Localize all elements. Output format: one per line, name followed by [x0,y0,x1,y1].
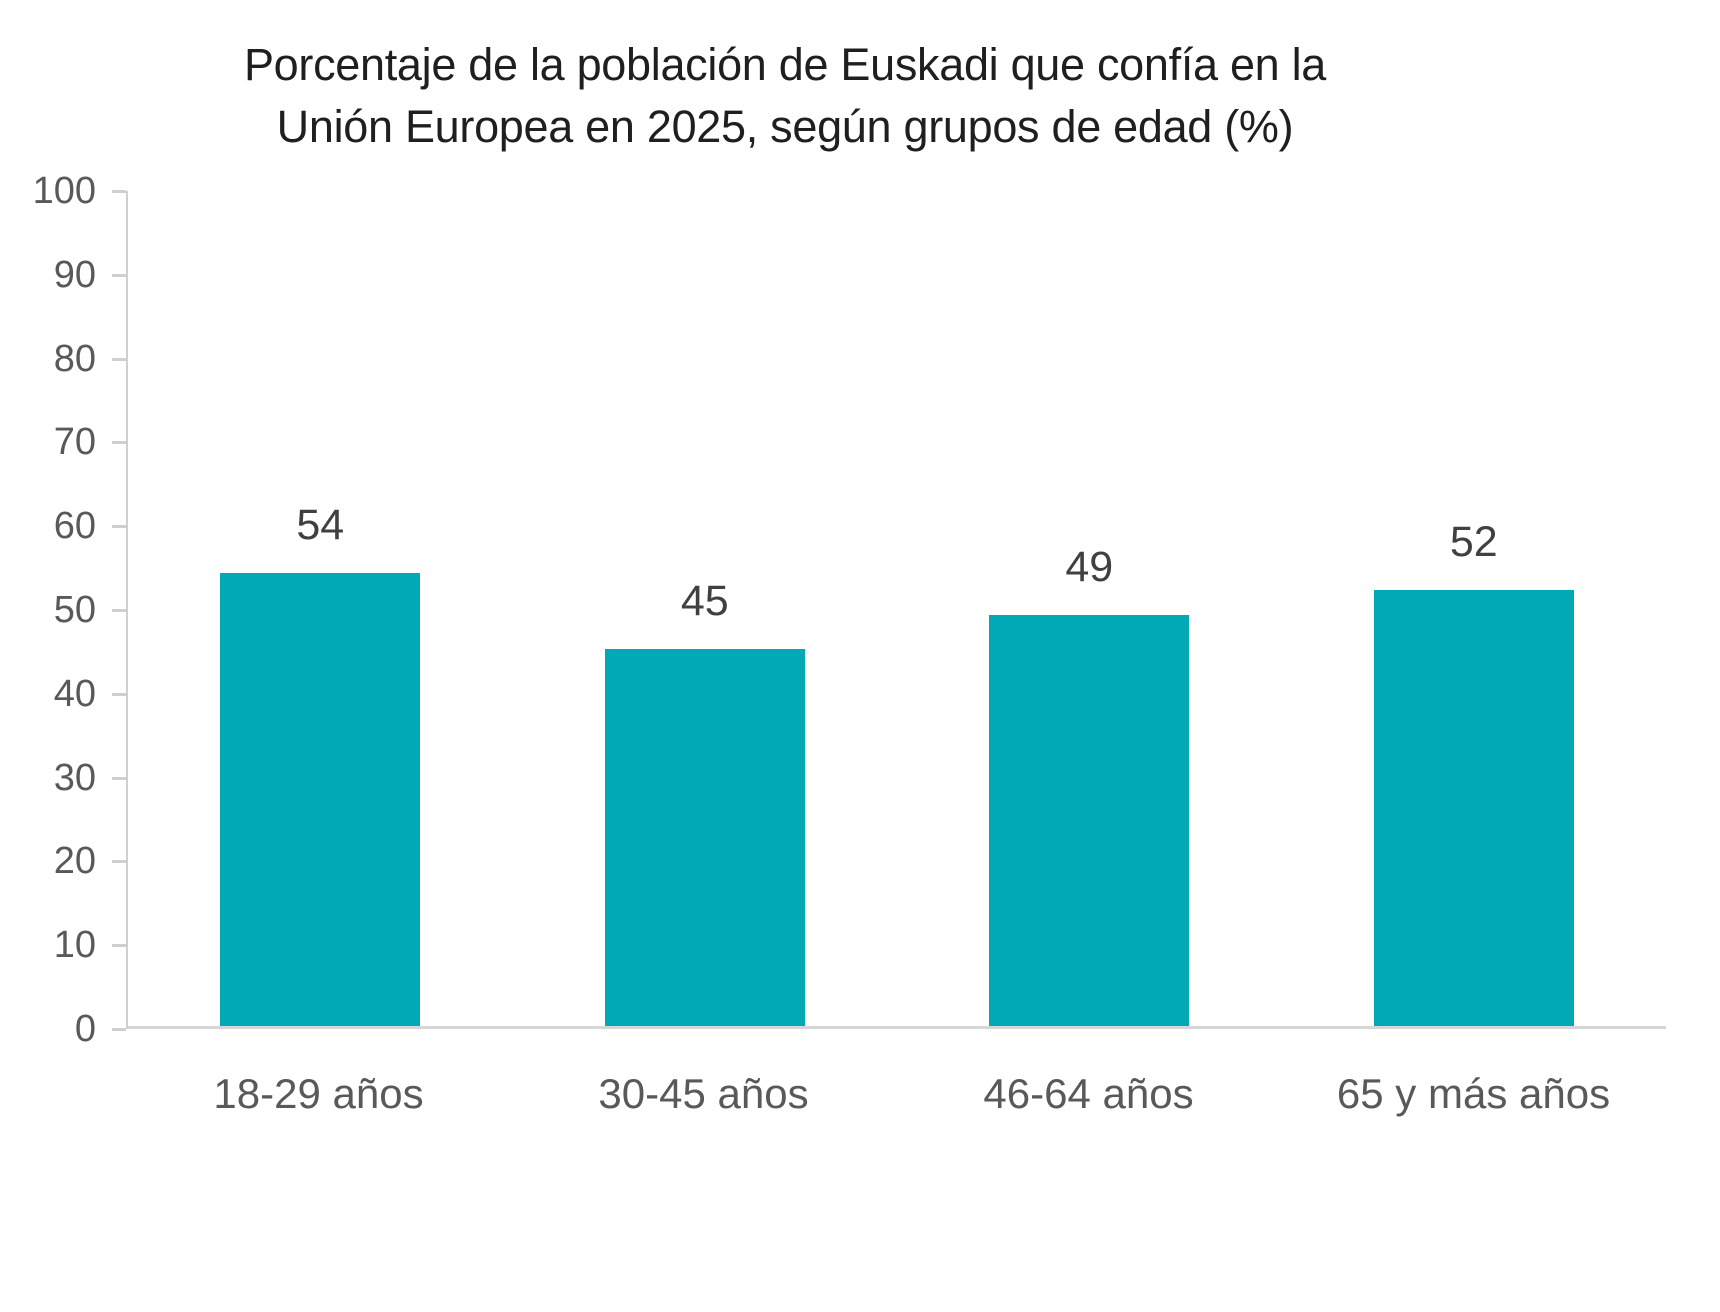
y-tick-mark [112,357,126,361]
bar-chart: 54 45 49 52 0 10 20 30 40 50 60 70 80 90 100 18-29 añ… [0,172,1720,1191]
y-tick-mark [112,609,126,612]
y-tick-label: 50 [53,589,96,631]
y-tick-mark [112,944,126,948]
plot-area: 54 45 49 52 [126,191,1666,1029]
bar-value-label: 45 [680,576,729,625]
y-tick-label: 90 [53,253,96,296]
x-tick-label: 65 y más años [1336,1070,1611,1117]
bar-column: 52 [1282,191,1667,1026]
chart-title-line-2: Unión Europea en 2025, según grupos de e… [276,101,1294,152]
y-tick-label: 10 [53,924,96,967]
y-tick-label: 60 [53,505,96,548]
y-tick-label: 40 [53,672,96,715]
bar [989,615,1190,1026]
y-tick-label: 80 [53,337,96,380]
bar [220,573,421,1026]
y-tick-mark [112,1028,126,1031]
y-tick-mark [112,860,126,864]
bar-column: 45 [513,191,898,1026]
y-tick-mark [112,692,126,696]
x-tick-label: 18-29 años [213,1070,424,1117]
bar-value-label: 54 [296,501,345,550]
x-tick-label: 30-45 años [598,1070,809,1117]
y-tick-label: 20 [53,840,96,883]
bar-column: 49 [897,191,1282,1026]
y-tick-label: 30 [53,756,96,799]
bar [604,648,805,1026]
bar-column: 54 [128,191,513,1026]
y-tick-mark [112,776,126,780]
y-tick-mark [112,525,126,529]
y-tick-mark [112,441,126,445]
y-tick-mark [112,190,126,193]
y-tick-label: 100 [32,170,96,212]
bar-value-label: 52 [1449,518,1498,567]
chart-title-line-1: Porcentaje de la población de Euskadi qu… [243,39,1327,90]
y-tick-label: 0 [74,1008,96,1050]
bar [1373,590,1574,1026]
y-tick-mark [112,273,126,277]
chart-title: Porcentaje de la población de Euskadi qu… [0,34,1570,158]
bar-value-label: 49 [1065,543,1114,592]
y-tick-label: 70 [53,421,96,464]
x-tick-label: 46-64 años [983,1070,1194,1117]
